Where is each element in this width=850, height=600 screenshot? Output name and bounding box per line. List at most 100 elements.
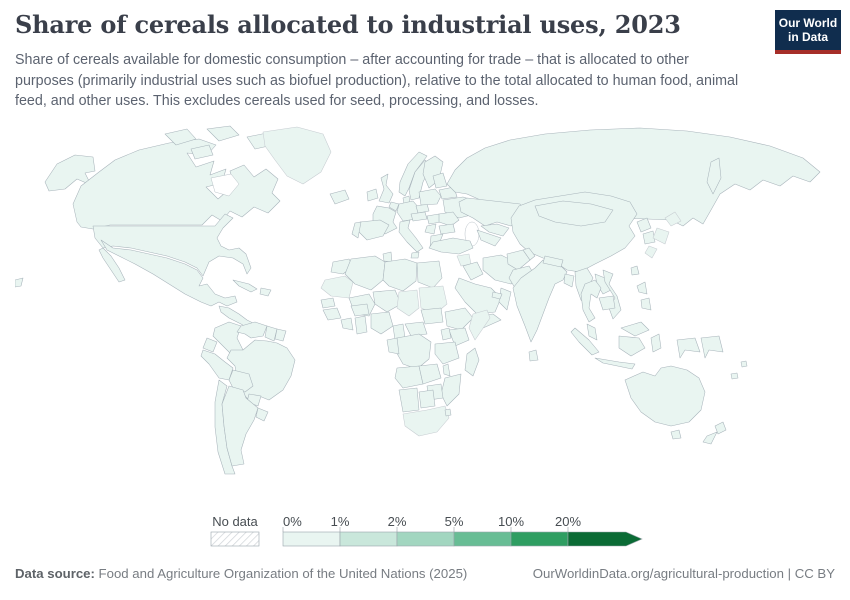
country-new-zealand-south[interactable]	[702, 431, 718, 445]
country-canada-arctic-1[interactable]	[164, 128, 197, 146]
country-fiji[interactable]	[740, 360, 748, 368]
owid-url-link[interactable]: OurWorldinData.org/agricultural-producti…	[532, 566, 784, 581]
country-malaysia-peninsula[interactable]	[586, 323, 598, 341]
country-namibia[interactable]	[398, 387, 420, 413]
country-botswana[interactable]	[418, 389, 436, 409]
country-ivory-coast[interactable]	[340, 317, 354, 331]
country-senegal[interactable]	[320, 297, 336, 309]
country-papua-new-guinea[interactable]	[700, 335, 724, 359]
country-hispaniola[interactable]	[259, 287, 272, 297]
country-alaska[interactable]	[44, 154, 96, 192]
country-vietnam[interactable]	[602, 269, 622, 320]
country-tanzania[interactable]	[434, 341, 460, 365]
country-belgium[interactable]	[388, 201, 400, 212]
country-guinea[interactable]	[322, 307, 342, 321]
country-venezuela[interactable]	[236, 321, 268, 339]
country-uganda[interactable]	[440, 327, 452, 341]
country-peru[interactable]	[200, 349, 234, 381]
country-central-african-republic[interactable]	[404, 321, 428, 337]
country-chile[interactable]	[214, 379, 236, 475]
country-north-korea[interactable]	[636, 217, 652, 233]
country-italy-sicily[interactable]	[410, 251, 420, 259]
country-south-africa[interactable]	[402, 405, 450, 437]
legend-bin-5-arrow[interactable]	[567, 531, 643, 547]
country-indonesia-java[interactable]	[594, 357, 636, 370]
country-nepal[interactable]	[542, 255, 564, 268]
country-mexico-baja[interactable]	[98, 247, 126, 283]
country-uruguay[interactable]	[255, 407, 269, 422]
country-bolivia[interactable]	[228, 369, 254, 393]
country-indonesia-kalimantan[interactable]	[618, 335, 646, 357]
legend-bin-1[interactable]	[339, 531, 398, 547]
country-libya[interactable]	[382, 258, 418, 292]
country-afghanistan[interactable]	[506, 249, 531, 271]
country-nigeria[interactable]	[370, 311, 394, 335]
country-algeria[interactable]	[344, 255, 386, 291]
country-guyana[interactable]	[264, 325, 278, 342]
country-australia-tasmania[interactable]	[670, 429, 682, 440]
country-italy[interactable]	[398, 219, 424, 253]
country-czechia[interactable]	[415, 203, 430, 214]
country-eswatini[interactable]	[444, 408, 452, 417]
country-iceland[interactable]	[329, 189, 350, 205]
country-dr-congo[interactable]	[394, 333, 432, 370]
country-iraq[interactable]	[462, 261, 484, 281]
country-poland[interactable]	[418, 188, 442, 206]
country-suriname[interactable]	[274, 328, 287, 342]
country-madagascar[interactable]	[464, 347, 480, 377]
country-niger[interactable]	[372, 289, 402, 313]
country-austria[interactable]	[410, 211, 428, 222]
country-burkina-faso[interactable]	[350, 303, 370, 317]
country-philippines-luzon[interactable]	[636, 281, 648, 295]
country-russia-kamchatka[interactable]	[706, 157, 722, 195]
country-canada-arctic-4[interactable]	[190, 144, 214, 160]
country-ghana[interactable]	[354, 315, 368, 335]
country-canada-arctic-2[interactable]	[206, 125, 240, 142]
country-chad[interactable]	[396, 289, 420, 317]
country-turkmenistan[interactable]	[476, 229, 502, 247]
country-south-korea[interactable]	[642, 230, 656, 245]
country-kenya[interactable]	[448, 327, 470, 347]
country-malaysia-borneo[interactable]	[620, 321, 650, 337]
country-spain[interactable]	[356, 219, 390, 241]
country-uzbekistan[interactable]	[480, 223, 510, 237]
country-indonesia-sumatra[interactable]	[570, 327, 600, 356]
country-baltic-states[interactable]	[432, 172, 448, 189]
country-turkey[interactable]	[428, 237, 474, 255]
country-greenland[interactable]	[262, 126, 332, 185]
country-congo[interactable]	[386, 337, 400, 355]
country-mexico[interactable]	[100, 239, 238, 307]
country-australia[interactable]	[624, 365, 706, 427]
country-indonesia-sulawesi[interactable]	[650, 333, 662, 353]
country-japan-kyushu[interactable]	[644, 245, 658, 259]
country-united-states[interactable]	[92, 213, 252, 277]
country-tunisia[interactable]	[382, 251, 393, 263]
country-mozambique[interactable]	[440, 373, 462, 407]
country-philippines-mindanao[interactable]	[640, 297, 652, 311]
legend-bin-3[interactable]	[453, 531, 512, 547]
legend-bin-0[interactable]	[282, 531, 341, 547]
country-brazil[interactable]	[226, 339, 296, 403]
country-sri-lanka[interactable]	[528, 349, 539, 362]
country-indonesia-papua[interactable]	[676, 337, 701, 359]
country-cuba[interactable]	[232, 279, 258, 293]
country-russia-west-fragment[interactable]	[15, 277, 24, 288]
country-ecuador[interactable]	[202, 337, 218, 353]
country-saudi-arabia[interactable]	[454, 277, 502, 315]
country-japan-hokkaido[interactable]	[664, 211, 682, 227]
legend-bin-4[interactable]	[510, 531, 569, 547]
country-angola[interactable]	[394, 365, 424, 389]
country-ethiopia[interactable]	[444, 307, 474, 331]
country-serbia[interactable]	[424, 223, 437, 235]
country-new-zealand-north[interactable]	[714, 421, 727, 435]
country-malawi[interactable]	[442, 363, 451, 377]
country-taiwan[interactable]	[630, 265, 640, 276]
country-mauritania[interactable]	[320, 275, 354, 299]
country-zambia[interactable]	[418, 363, 442, 385]
country-mongolia[interactable]	[534, 200, 614, 227]
country-new-caledonia[interactable]	[730, 372, 739, 380]
country-united-arab-emirates[interactable]	[491, 291, 503, 300]
country-ireland[interactable]	[366, 188, 379, 202]
country-somalia[interactable]	[468, 309, 491, 341]
country-portugal[interactable]	[351, 221, 362, 239]
